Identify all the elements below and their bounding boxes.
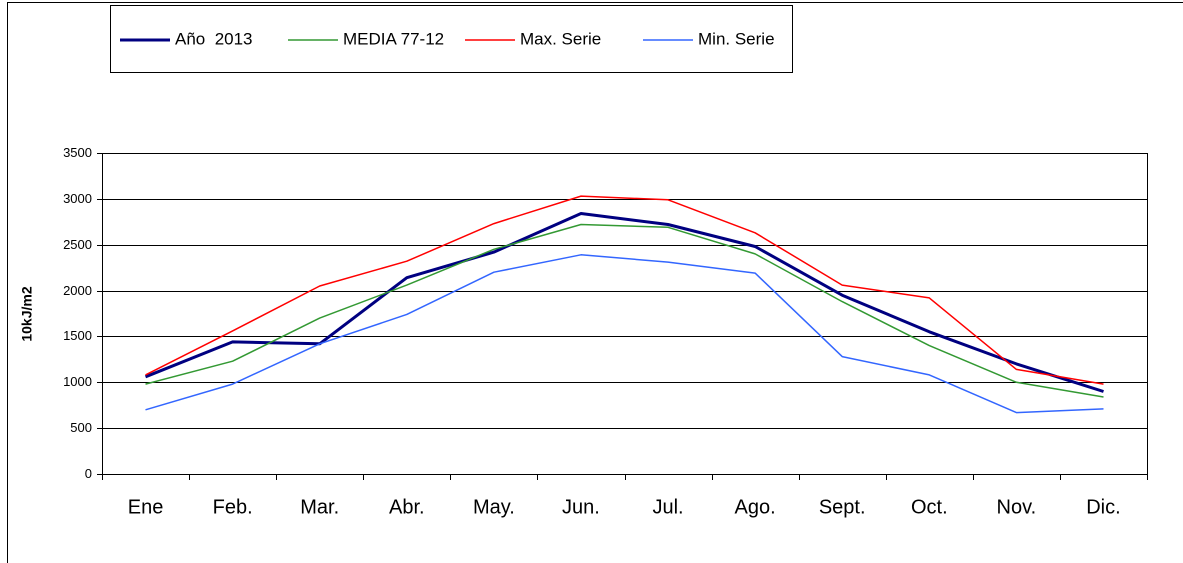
legend-label: Año 2013 [175,29,253,48]
x-tick-label: May. [473,496,515,518]
y-tick-label: 1000 [63,374,92,389]
series-line [145,195,1104,385]
legend [110,5,793,73]
series-line [144,212,1104,393]
x-tick-label: Sept. [819,496,866,518]
x-tick-label: Ago. [735,496,776,518]
y-tick-label: 2000 [63,283,92,298]
series-line [145,254,1104,414]
legend-label: Min. Serie [698,29,775,48]
legend-label: Max. Serie [520,29,601,48]
y-tick-label: 3000 [63,191,92,206]
legend-label: MEDIA 77-12 [343,29,444,48]
x-tick-label: Jun. [562,496,600,518]
y-axis-label: 10kJ/m2 [19,286,35,341]
x-tick-label: Feb. [213,496,253,518]
y-tick-label: 2500 [63,237,92,252]
y-tick-label: 1500 [63,328,92,343]
x-tick-label: Mar. [300,496,339,518]
x-tick-label: Ene [128,496,164,518]
series-line [145,223,1104,398]
chart-frame [7,2,1183,563]
x-tick-label: Jul. [652,496,683,518]
y-tick-label: 0 [85,466,92,481]
y-tick-label: 3500 [63,145,92,160]
y-tick-label: 500 [70,420,92,435]
x-tick-label: Dic. [1086,496,1120,518]
x-tick-label: Oct. [911,496,948,518]
x-tick-label: Nov. [997,496,1037,518]
x-tick-label: Abr. [389,496,425,518]
